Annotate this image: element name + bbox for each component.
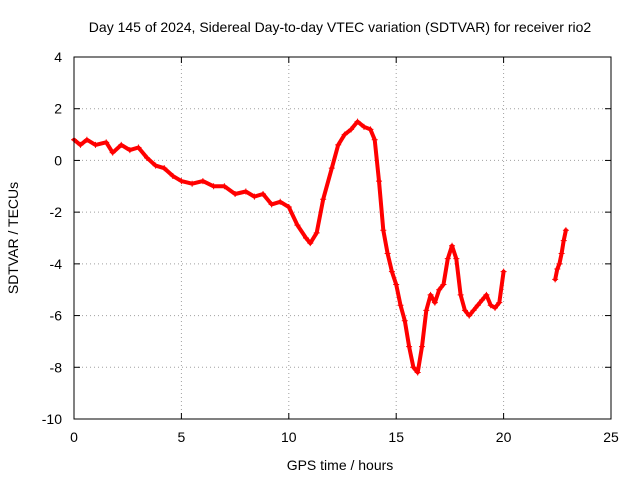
data-point bbox=[199, 178, 206, 185]
data-point bbox=[474, 302, 481, 309]
data-point bbox=[562, 227, 569, 234]
data-point bbox=[371, 136, 378, 143]
data-point bbox=[242, 188, 249, 195]
series-line bbox=[72, 119, 506, 375]
data-point bbox=[360, 123, 367, 130]
data-point bbox=[414, 369, 421, 376]
data-point bbox=[152, 162, 159, 169]
plot-frame bbox=[73, 56, 612, 420]
data-point bbox=[335, 141, 342, 148]
data-point bbox=[83, 136, 90, 143]
data-point bbox=[436, 286, 443, 293]
data-point bbox=[313, 229, 320, 236]
data-point bbox=[470, 307, 477, 314]
data-point bbox=[144, 154, 151, 161]
data-point bbox=[251, 193, 258, 200]
data-point bbox=[397, 302, 404, 309]
data-point bbox=[479, 297, 486, 304]
axis-ticks: 0 5 10 15 20 25 -10 -8 -6 -4 -2 0 2 4 bbox=[42, 49, 619, 445]
x-tick-label: 25 bbox=[603, 429, 619, 445]
data-point bbox=[492, 304, 499, 311]
data-point bbox=[554, 266, 561, 273]
data-point bbox=[232, 191, 239, 198]
y-tick-label: -8 bbox=[50, 359, 63, 375]
data-point bbox=[126, 147, 133, 154]
data-point bbox=[348, 126, 355, 133]
data-point bbox=[260, 191, 267, 198]
data-point bbox=[103, 139, 110, 146]
x-axis-label: GPS time / hours bbox=[287, 457, 394, 473]
data-point bbox=[341, 131, 348, 138]
data-point bbox=[500, 268, 507, 275]
data-point bbox=[92, 141, 99, 148]
data-point bbox=[77, 141, 84, 148]
data-point bbox=[354, 118, 361, 125]
data-point bbox=[431, 299, 438, 306]
data-point bbox=[367, 126, 374, 133]
data-point bbox=[294, 222, 301, 229]
data-point bbox=[393, 281, 400, 288]
x-tick-label: 15 bbox=[388, 429, 404, 445]
data-point bbox=[189, 180, 196, 187]
series-1 bbox=[552, 227, 569, 283]
data-point bbox=[118, 141, 125, 148]
data-point bbox=[556, 260, 563, 267]
data-point bbox=[302, 235, 309, 241]
x-tick-label: 20 bbox=[496, 429, 512, 445]
data-point bbox=[558, 250, 565, 257]
y-tick-label: 4 bbox=[54, 49, 62, 65]
y-tick-label: -10 bbox=[42, 411, 62, 427]
data-point bbox=[328, 165, 335, 172]
data-point bbox=[453, 255, 460, 262]
data-point bbox=[277, 198, 284, 205]
data-point bbox=[320, 196, 327, 203]
data-point bbox=[444, 255, 451, 262]
x-tick-label: 10 bbox=[281, 429, 297, 445]
data-point bbox=[109, 149, 116, 156]
data-point bbox=[496, 299, 503, 306]
data-point bbox=[210, 183, 217, 190]
data-point bbox=[307, 240, 314, 247]
data-series bbox=[71, 118, 569, 376]
data-point bbox=[440, 281, 447, 288]
data-point bbox=[560, 237, 567, 244]
data-point bbox=[423, 307, 430, 314]
data-point bbox=[466, 312, 473, 319]
y-axis-label: SDTVAR / TECUs bbox=[5, 182, 21, 294]
y-tick-label: -4 bbox=[50, 256, 63, 272]
data-point bbox=[449, 242, 456, 249]
x-tick-label: 0 bbox=[70, 429, 78, 445]
data-point bbox=[178, 178, 185, 185]
data-point bbox=[410, 364, 417, 371]
data-point bbox=[406, 343, 413, 350]
y-tick-label: 2 bbox=[54, 101, 62, 117]
data-point bbox=[221, 183, 228, 190]
data-point bbox=[376, 178, 383, 185]
data-point bbox=[388, 268, 395, 275]
data-point bbox=[161, 165, 168, 172]
x-tick-label: 5 bbox=[178, 429, 186, 445]
data-point bbox=[285, 203, 292, 210]
data-point bbox=[552, 276, 559, 283]
y-tick-label: -2 bbox=[50, 204, 63, 220]
data-point bbox=[487, 302, 494, 309]
data-point bbox=[384, 250, 391, 257]
series-0 bbox=[71, 118, 507, 376]
grid-lines bbox=[74, 57, 611, 419]
data-point bbox=[401, 317, 408, 324]
data-point bbox=[461, 307, 468, 314]
data-point bbox=[457, 291, 464, 298]
data-point bbox=[169, 172, 176, 179]
y-tick-label: -6 bbox=[50, 308, 63, 324]
data-point bbox=[418, 343, 425, 350]
data-point bbox=[268, 201, 275, 208]
chart-title: Day 145 of 2024, Sidereal Day-to-day VTE… bbox=[89, 19, 592, 35]
data-point bbox=[427, 291, 434, 298]
data-point bbox=[483, 291, 490, 298]
data-point bbox=[135, 144, 142, 151]
data-point bbox=[380, 227, 387, 234]
y-tick-label: 0 bbox=[54, 152, 62, 168]
